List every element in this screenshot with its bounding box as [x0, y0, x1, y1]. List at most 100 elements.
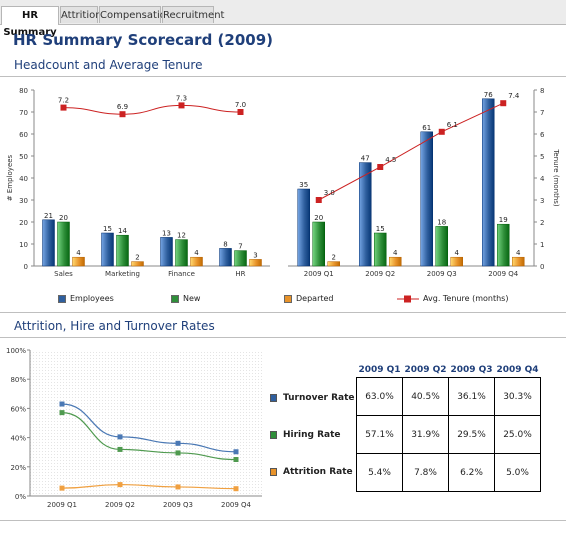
series-point: [175, 440, 181, 446]
tenure-point: [377, 164, 384, 170]
legend-swatch-departed: [284, 295, 292, 303]
y-tick-label: 40: [19, 175, 28, 183]
bar-departed: [327, 261, 340, 267]
bar-departed: [512, 256, 525, 267]
tenure-point: [500, 100, 507, 107]
y-right-tick-label: 2: [540, 219, 544, 227]
tenure-point: [315, 197, 322, 203]
table-header-q1: 2009 Q1: [356, 363, 403, 378]
table-header-row: 2009 Q1 2009 Q2 2009 Q3 2009 Q4: [356, 363, 541, 378]
y-tick-label: 10: [19, 241, 28, 249]
table-cell: 7.8%: [402, 453, 449, 492]
rates-table: 2009 Q1 2009 Q2 2009 Q3 2009 Q4 63.0% 40…: [356, 363, 541, 492]
tab-attrition[interactable]: Attrition: [60, 6, 102, 23]
tab-recruitment[interactable]: Recruitment: [162, 6, 224, 23]
y-tick-label: 40%: [10, 435, 26, 443]
bar-employees: [42, 219, 55, 267]
tenure-point: [237, 109, 244, 115]
bar-value-label: 13: [162, 229, 171, 237]
series-point: [233, 486, 239, 492]
bar-employees: [160, 237, 173, 267]
legend-label-new: New: [183, 294, 201, 303]
legend-swatch-employees: [58, 295, 66, 303]
tenure-value-label: 4.5: [385, 156, 396, 164]
legend-swatch-tenure: [397, 295, 419, 303]
section-title-attrition: Attrition, Hire and Turnover Rates: [14, 319, 215, 333]
section-divider: [0, 76, 566, 77]
y-tick-label: 30: [19, 197, 28, 205]
legend-label-attrition: Attrition Rate: [283, 467, 353, 477]
legend-label-tenure: Avg. Tenure (months): [423, 294, 509, 303]
series-point: [117, 482, 123, 488]
y-axis-title: # Employees: [6, 154, 14, 201]
series-point: [175, 484, 181, 490]
bar-employees: [420, 131, 433, 267]
bar-value-label: 15: [103, 225, 112, 233]
bar-value-label: 2: [135, 254, 139, 262]
bar-value-label: 47: [361, 155, 370, 163]
bar-new: [497, 223, 510, 267]
table-cell: 31.9%: [402, 415, 449, 454]
series-point: [117, 446, 123, 452]
tenure-point: [178, 102, 185, 109]
x-tick-label: 2009 Q3: [163, 501, 193, 509]
bar-value-label: 20: [59, 214, 68, 222]
bar-employees: [297, 188, 310, 267]
x-tick-label: 2009 Q4: [488, 270, 519, 278]
y-tick-label: 0%: [15, 493, 26, 501]
bar-value-label: 4: [455, 249, 460, 257]
y-right-tick-label: 0: [540, 263, 544, 271]
tab-hr-summary[interactable]: HR Summary: [1, 6, 59, 38]
y-tick-label: 60: [19, 131, 28, 139]
tenure-line: [318, 102, 504, 201]
section-divider: [0, 312, 566, 313]
bar-departed: [389, 256, 402, 267]
legend-swatch-new: [171, 295, 179, 303]
bar-new: [435, 226, 448, 267]
legend-label-departed: Departed: [296, 294, 334, 303]
series-point: [175, 450, 181, 456]
section-title-headcount: Headcount and Average Tenure: [14, 58, 203, 72]
table-cell: 6.2%: [448, 453, 495, 492]
tab-compensation[interactable]: Compensation: [99, 6, 172, 23]
y-tick-label: 80: [19, 87, 28, 95]
y-right-axis-title: Tenure (months): [552, 148, 560, 207]
tenure-value-label: 6.9: [117, 103, 128, 111]
series-point: [233, 449, 239, 455]
y-tick-label: 100%: [6, 347, 26, 355]
y-right-tick-label: 4: [540, 175, 545, 183]
tenure-point: [60, 104, 67, 111]
legend-swatch-hiring: [270, 431, 277, 439]
table-cell: 63.0%: [356, 377, 403, 416]
legend-label-hiring: Hiring Rate: [283, 430, 341, 440]
x-tick-label: Marketing: [105, 270, 140, 278]
table-cell: 36.1%: [448, 377, 495, 416]
bar-employees: [219, 248, 232, 267]
bar-employees: [359, 162, 372, 267]
page-title: HR Summary Scorecard (2009): [13, 31, 273, 49]
tenure-point: [438, 128, 445, 135]
bar-value-label: 76: [484, 91, 493, 99]
bar-new: [116, 234, 129, 267]
bar-departed: [450, 256, 463, 267]
x-tick-label: 2009 Q4: [221, 501, 252, 509]
series-point: [59, 410, 65, 416]
bar-new: [374, 232, 387, 267]
bar-value-label: 4: [76, 249, 81, 257]
tenure-value-label: 7.4: [508, 92, 520, 100]
table-header-q3: 2009 Q3: [448, 363, 495, 378]
tenure-line: [63, 104, 241, 115]
bar-departed: [131, 261, 144, 267]
legend-label-turnover: Turnover Rate: [283, 393, 355, 403]
bar-value-label: 18: [437, 218, 446, 226]
y-right-tick-label: 6: [540, 131, 545, 139]
x-tick-label: HR: [235, 270, 245, 278]
bar-employees: [101, 232, 114, 267]
y-tick-label: 20: [19, 219, 28, 227]
y-right-tick-label: 8: [540, 87, 544, 95]
table-cell: 5.4%: [356, 453, 403, 492]
bar-value-label: 4: [194, 249, 199, 257]
series-line-hiring-rate: [61, 412, 237, 461]
table-cell: 40.5%: [402, 377, 449, 416]
y-tick-label: 80%: [10, 376, 26, 384]
